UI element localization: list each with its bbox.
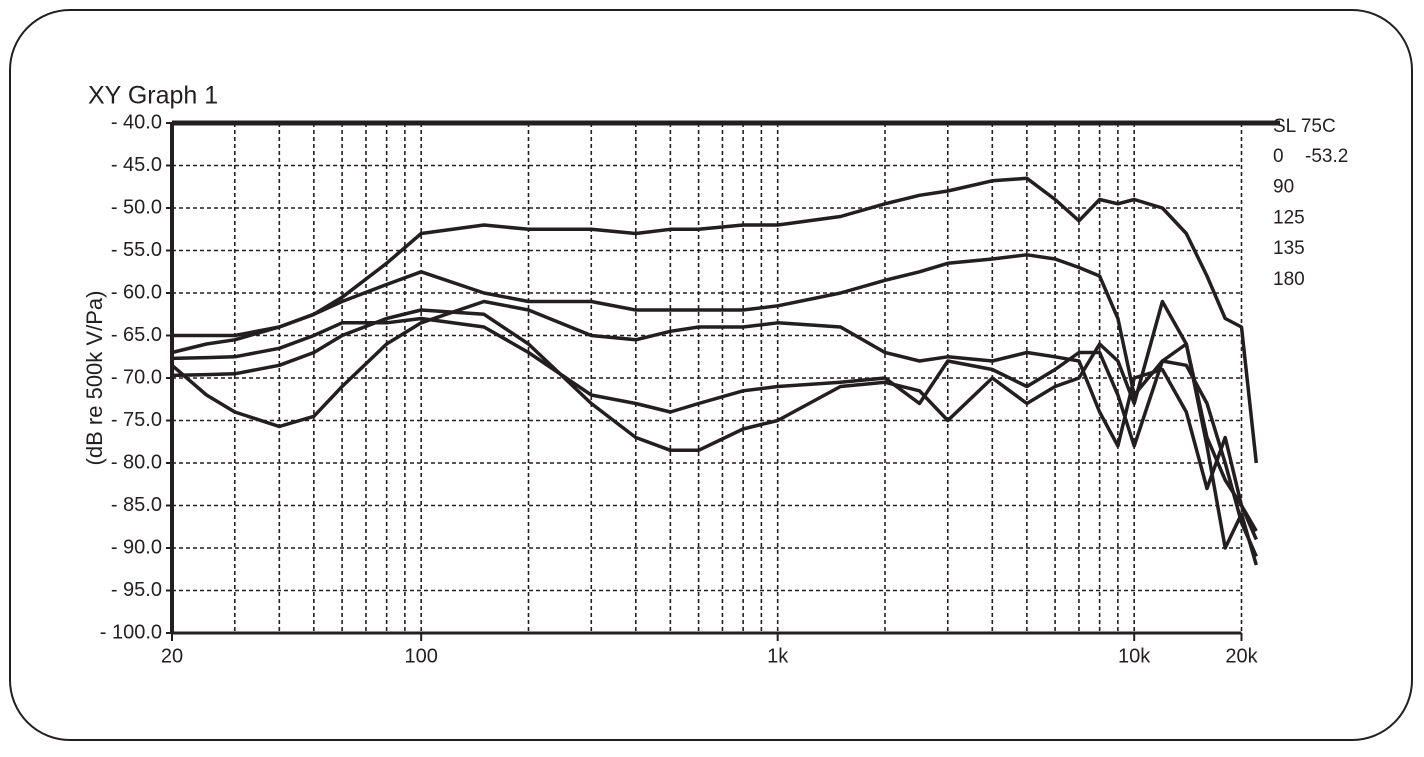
y-tick-label: - 90.0 [111, 536, 162, 558]
legend-title: SL 75C [1273, 116, 1336, 137]
legend-entry: 180 [1273, 269, 1305, 290]
series-line [171, 299, 1258, 566]
y-tick-label: - 75.0 [111, 409, 162, 431]
y-tick-label: - 100.0 [100, 621, 162, 643]
series-line [170, 299, 1258, 532]
x-tick-label: 10k [1118, 645, 1151, 667]
x-tick-label: 1k [767, 645, 789, 667]
frame [9, 9, 1413, 741]
y-tick-label: - 70.0 [111, 366, 162, 388]
series-line [171, 316, 1258, 541]
y-tick-label: - 60.0 [111, 281, 162, 303]
x-tick-label: 20k [1225, 645, 1258, 667]
y-tick-label: - 95.0 [111, 579, 162, 601]
y-tick-label: - 55.0 [111, 239, 162, 261]
legend-entry: 90 [1273, 177, 1294, 198]
x-tick-label: 20 [161, 645, 183, 667]
y-axis-label: (dB re 500k V/Pa) [82, 291, 107, 466]
y-tick-label: - 65.0 [111, 324, 162, 346]
legend-entry: 0 [1273, 146, 1284, 167]
reference-level: -53.2 [1305, 146, 1348, 167]
chart-title: XY Graph 1 [88, 82, 218, 110]
legend-entry: 135 [1273, 238, 1305, 259]
y-tick-label: - 80.0 [111, 451, 162, 473]
x-tick-label: 100 [404, 645, 437, 667]
legend-entry: 125 [1273, 207, 1305, 228]
y-tick-label: - 50.0 [111, 196, 162, 218]
series-line [171, 176, 1259, 464]
y-tick-label: - 85.0 [111, 494, 162, 516]
y-tick-label: - 45.0 [111, 154, 162, 176]
y-tick-label: - 40.0 [111, 111, 162, 133]
